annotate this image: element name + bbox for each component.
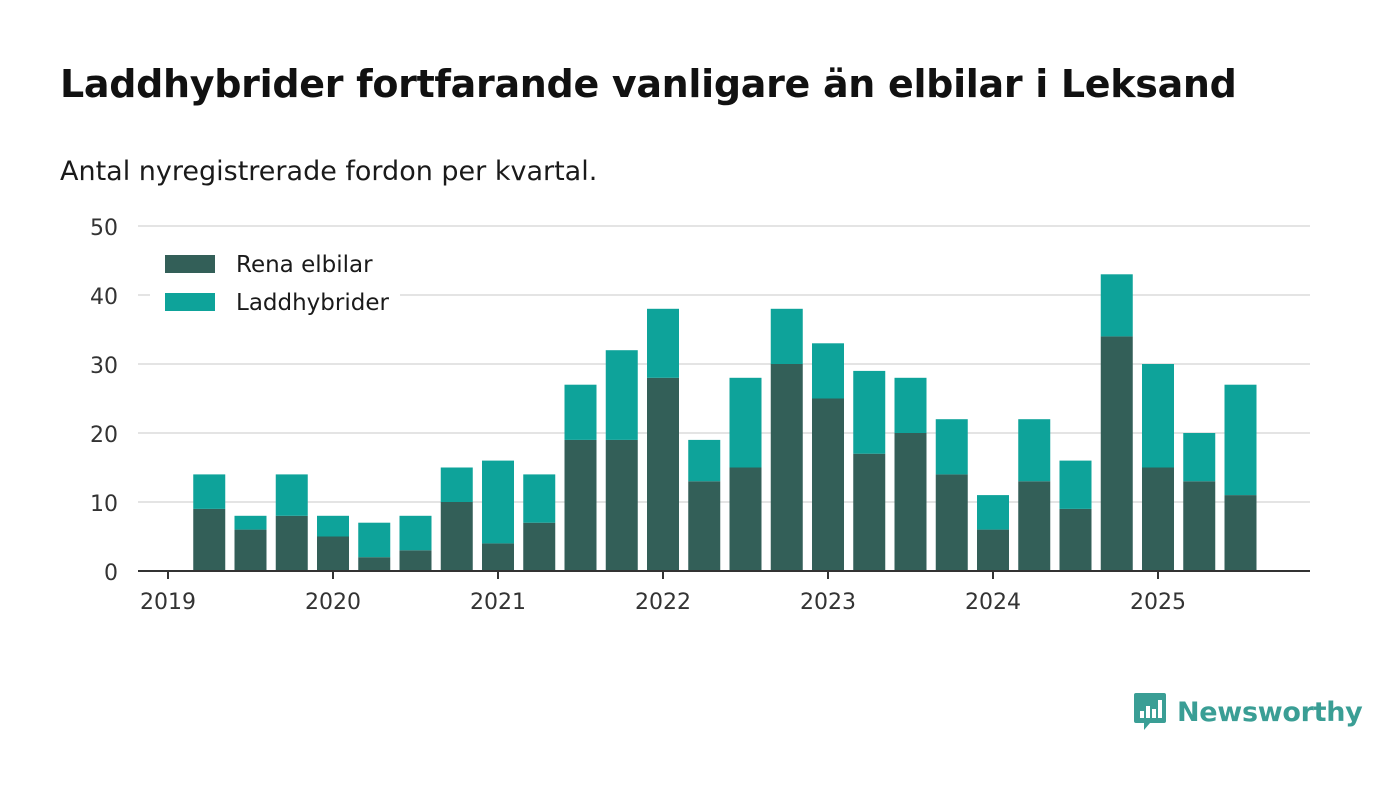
bar-laddhybrider <box>1059 460 1092 509</box>
bar-laddhybrider <box>688 439 721 482</box>
chart-title: Laddhybrider fortfarande vanligare än el… <box>60 62 1237 106</box>
newsworthy-logo-icon <box>1134 693 1166 730</box>
legend-rena-elbilar-swatch <box>165 255 215 273</box>
bar-laddhybrider <box>977 495 1009 530</box>
bar-laddhybrider <box>440 467 473 502</box>
bar-rena-elbilar <box>894 433 927 571</box>
bar-rena-elbilar <box>440 502 473 571</box>
bar-rena-elbilar <box>358 557 391 571</box>
bar-laddhybrider <box>935 419 968 475</box>
x-tick-label: 2025 <box>1130 590 1186 615</box>
bar-rena-elbilar <box>1059 508 1092 571</box>
bar-laddhybrider <box>729 377 762 468</box>
bar-rena-elbilar <box>317 536 349 571</box>
bar-rena-elbilar <box>564 439 597 571</box>
bar-laddhybrider <box>1100 274 1133 337</box>
x-tick-label: 2020 <box>305 590 361 615</box>
bar-laddhybrider <box>812 343 844 399</box>
x-tick-label: 2023 <box>800 590 856 615</box>
bar-laddhybrider <box>523 474 556 523</box>
bar-laddhybrider <box>193 474 226 509</box>
y-tick-label: 50 <box>90 216 118 241</box>
bar-laddhybrider <box>605 350 638 440</box>
bar-rena-elbilar <box>275 515 308 571</box>
bar-laddhybrider <box>770 308 803 364</box>
bar-rena-elbilar <box>399 550 432 571</box>
bar-laddhybrider <box>234 515 267 530</box>
y-tick-label: 40 <box>90 285 118 310</box>
bar-rena-elbilar <box>770 364 803 571</box>
brand-name: Newsworthy <box>1177 696 1363 728</box>
bar-rena-elbilar <box>1142 467 1174 571</box>
legend-laddhybrider-label: Laddhybrider <box>236 290 389 316</box>
bar-rena-elbilar <box>935 474 968 571</box>
x-tick-label: 2024 <box>965 590 1021 615</box>
bar-laddhybrider <box>358 522 391 558</box>
bar-rena-elbilar <box>977 529 1009 571</box>
bar-rena-elbilar <box>1100 336 1133 571</box>
bar-rena-elbilar <box>1183 481 1216 571</box>
bar-laddhybrider <box>399 515 432 551</box>
bar-rena-elbilar <box>647 377 679 571</box>
bar-laddhybrider <box>1018 419 1051 482</box>
bar-laddhybrider <box>1183 433 1216 482</box>
legend-rena-elbilar-label: Rena elbilar <box>236 252 373 278</box>
bar-laddhybrider <box>894 377 927 433</box>
y-tick-label: 10 <box>90 492 118 517</box>
bar-laddhybrider <box>647 308 679 378</box>
legend-laddhybrider-swatch <box>165 293 215 311</box>
x-tick-label: 2019 <box>140 590 196 615</box>
bar-rena-elbilar <box>234 529 267 571</box>
bar-laddhybrider <box>564 384 597 440</box>
y-tick-label: 20 <box>90 423 118 448</box>
bar-rena-elbilar <box>853 453 886 571</box>
bar-laddhybrider <box>1224 384 1257 496</box>
bar-rena-elbilar <box>729 467 762 571</box>
bar-laddhybrider <box>482 460 514 544</box>
bar-rena-elbilar <box>1018 481 1051 571</box>
bar-laddhybrider <box>853 370 886 454</box>
chart-subtitle: Antal nyregistrerade fordon per kvartal. <box>60 156 598 187</box>
y-tick-label: 0 <box>104 561 118 586</box>
newsworthy-logo: Newsworthy <box>1133 692 1363 732</box>
bar-laddhybrider <box>317 515 349 537</box>
bar-rena-elbilar <box>1224 495 1257 571</box>
bar-rena-elbilar <box>688 481 721 571</box>
bar-rena-elbilar <box>482 543 514 571</box>
bar-rena-elbilar <box>605 439 638 571</box>
bar-rena-elbilar <box>812 398 844 571</box>
bar-laddhybrider <box>275 474 308 516</box>
bar-rena-elbilar <box>193 508 226 571</box>
bar-laddhybrider <box>1142 364 1174 468</box>
bar-rena-elbilar <box>523 522 556 571</box>
x-tick-label: 2022 <box>635 590 691 615</box>
x-tick-label: 2021 <box>470 590 526 615</box>
y-tick-label: 30 <box>90 354 118 379</box>
